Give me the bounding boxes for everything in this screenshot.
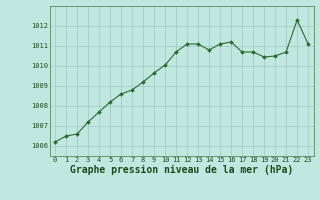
X-axis label: Graphe pression niveau de la mer (hPa): Graphe pression niveau de la mer (hPa) — [70, 165, 293, 175]
